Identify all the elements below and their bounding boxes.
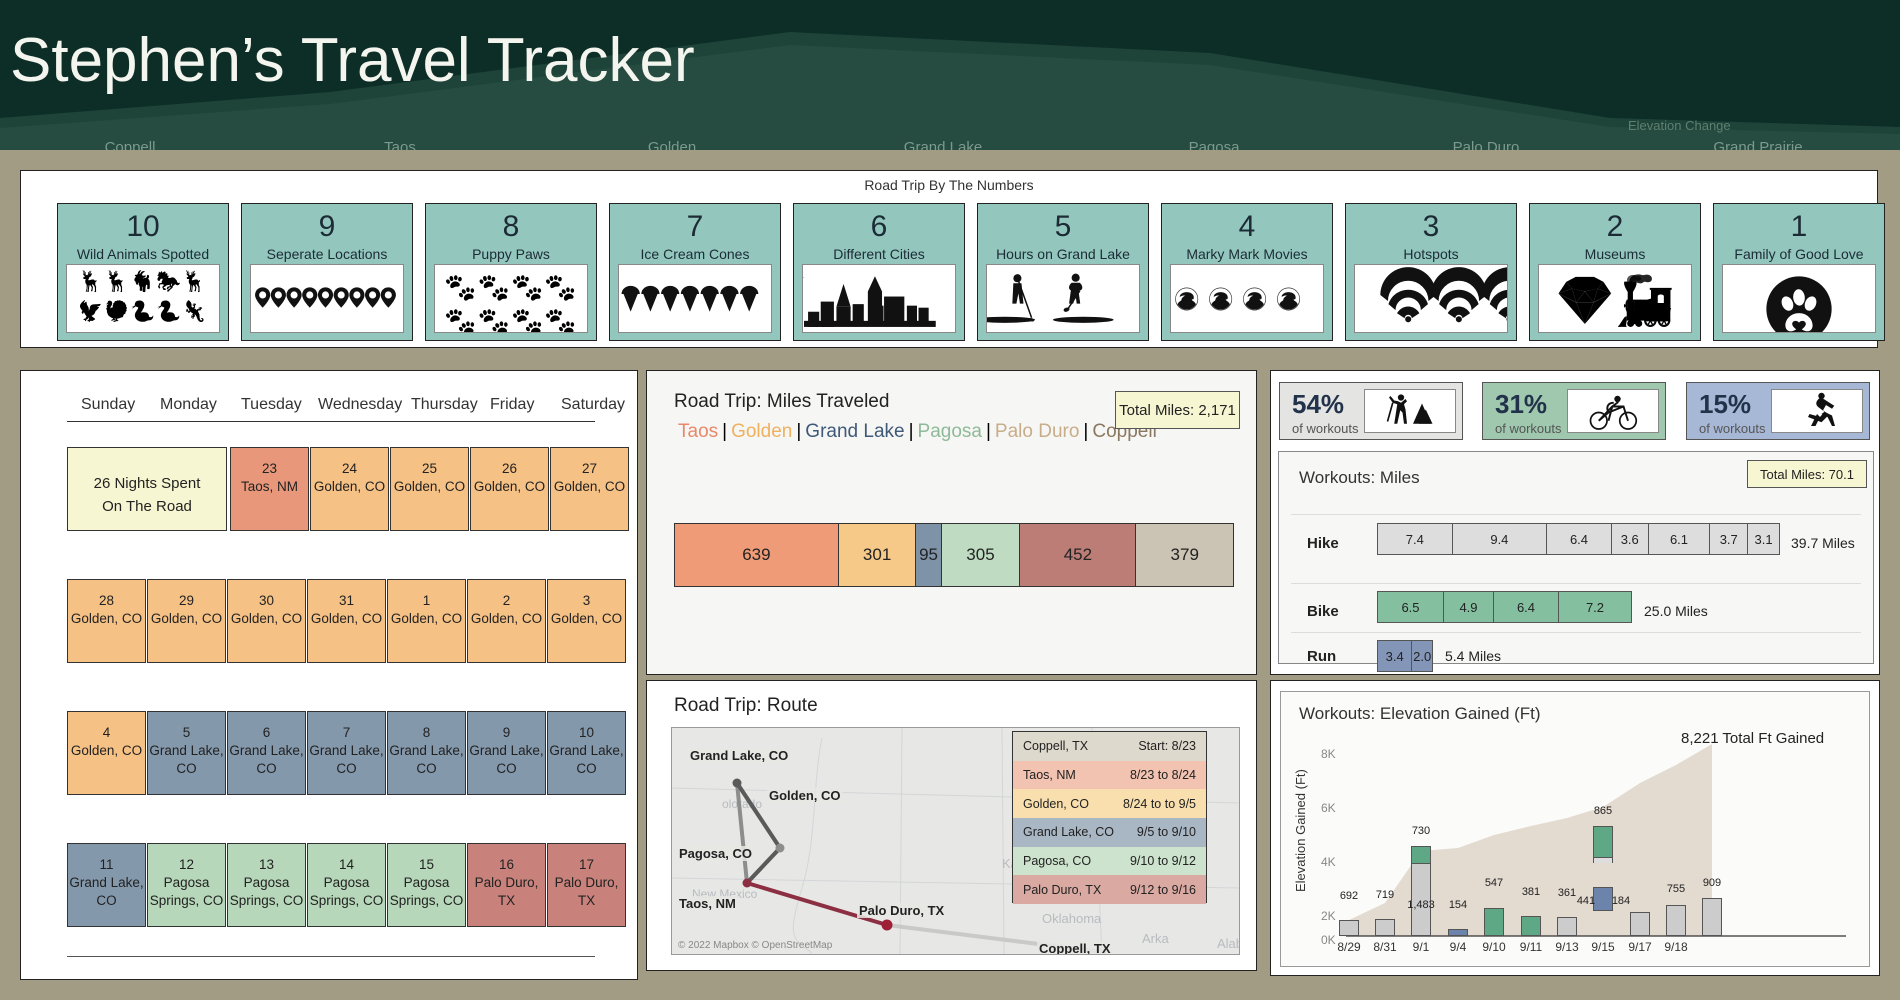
svg-text:Oklahoma: Oklahoma: [1042, 911, 1102, 926]
svg-text:Alabama: Alabama: [1217, 936, 1240, 951]
svg-text:Arka: Arka: [1142, 931, 1170, 946]
